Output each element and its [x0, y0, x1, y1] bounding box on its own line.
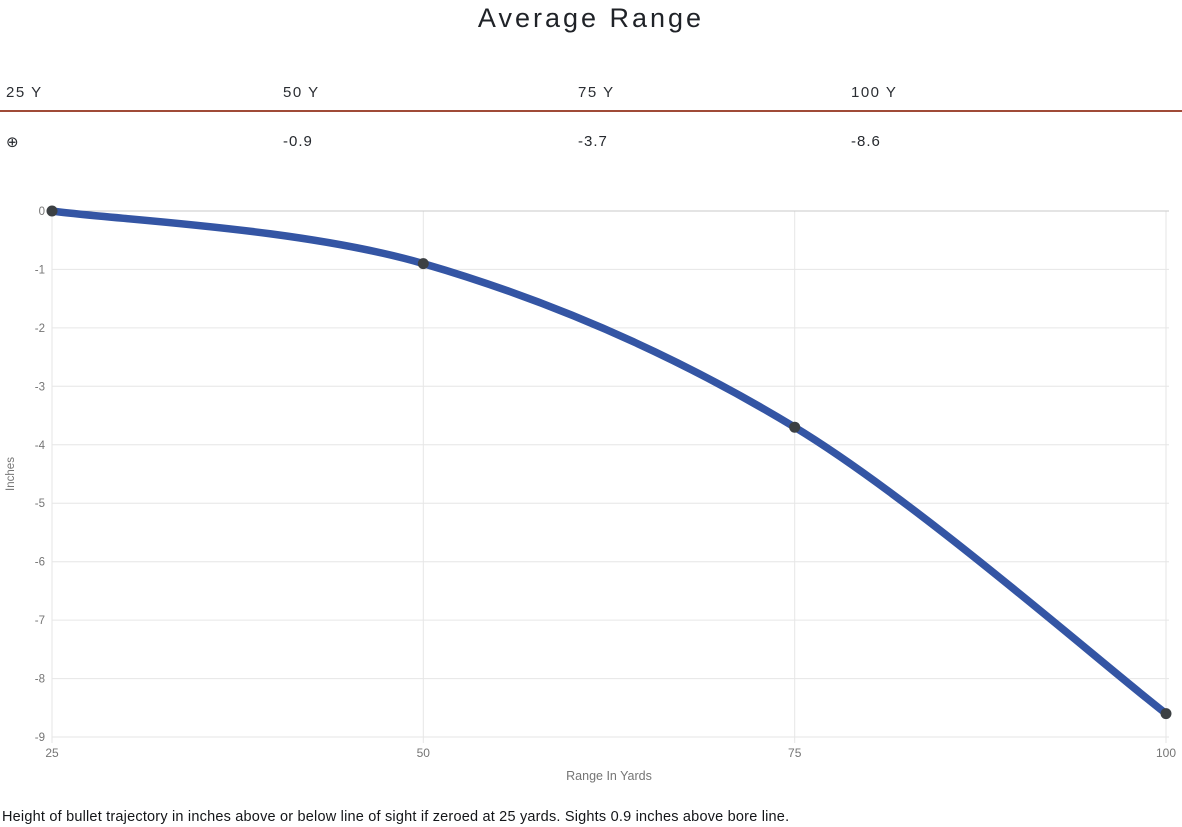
chart-footnote: Height of bullet trajectory in inches ab… — [2, 809, 790, 825]
y-tick-label: 0 — [39, 206, 45, 218]
drop-value-75y: -3.7 — [578, 133, 608, 150]
y-tick-label: -9 — [35, 732, 45, 744]
range-header-100y: 100 Y — [851, 84, 898, 101]
range-header-50y: 50 Y — [283, 84, 320, 101]
y-tick-label: -3 — [35, 381, 45, 393]
data-point — [789, 421, 801, 433]
y-tick-label: -5 — [35, 498, 45, 510]
x-tick-label: 25 — [45, 746, 59, 760]
table-divider — [0, 110, 1182, 112]
range-header-25y: 25 Y — [6, 84, 43, 101]
y-tick-label: -2 — [35, 323, 45, 335]
x-tick-label: 50 — [417, 746, 431, 760]
x-tick-label: 100 — [1156, 746, 1176, 760]
data-point — [46, 205, 58, 217]
range-value-row: ⊕ -0.9 -3.7 -8.6 — [0, 112, 1182, 151]
y-tick-label: -8 — [35, 674, 45, 686]
range-header-75y: 75 Y — [578, 84, 615, 101]
y-tick-label: -6 — [35, 557, 45, 569]
crosshair-zero-icon: ⊕ — [6, 134, 20, 151]
y-tick-label: -4 — [35, 440, 46, 452]
data-point — [1160, 708, 1172, 720]
range-header-row: 25 Y 50 Y 75 Y 100 Y — [0, 74, 1182, 110]
page-title: Average Range — [477, 3, 705, 33]
drop-value-100y: -8.6 — [851, 133, 881, 150]
drop-value-50y: -0.9 — [283, 133, 313, 150]
range-summary-table: 25 Y 50 Y 75 Y 100 Y ⊕ -0.9 -3.7 -8.6 — [0, 74, 1182, 151]
y-tick-label: -1 — [35, 264, 45, 276]
x-axis-title: Range In Yards — [566, 769, 652, 783]
data-point — [417, 258, 429, 270]
y-axis-title: Inches — [5, 457, 17, 491]
x-tick-label: 75 — [788, 746, 802, 760]
trajectory-line — [48, 207, 1170, 718]
trajectory-chart-svg: 0 -1 -2 -3 -4 -5 -6 -7 -8 -925 50 75 100 Range In Yar… — [5, 205, 1176, 783]
y-tick-label: -7 — [35, 615, 45, 627]
trajectory-chart: 0 -1 -2 -3 -4 -5 -6 -7 -8 -9 25 50 75 100 Range In Yar… — [0, 189, 1182, 799]
